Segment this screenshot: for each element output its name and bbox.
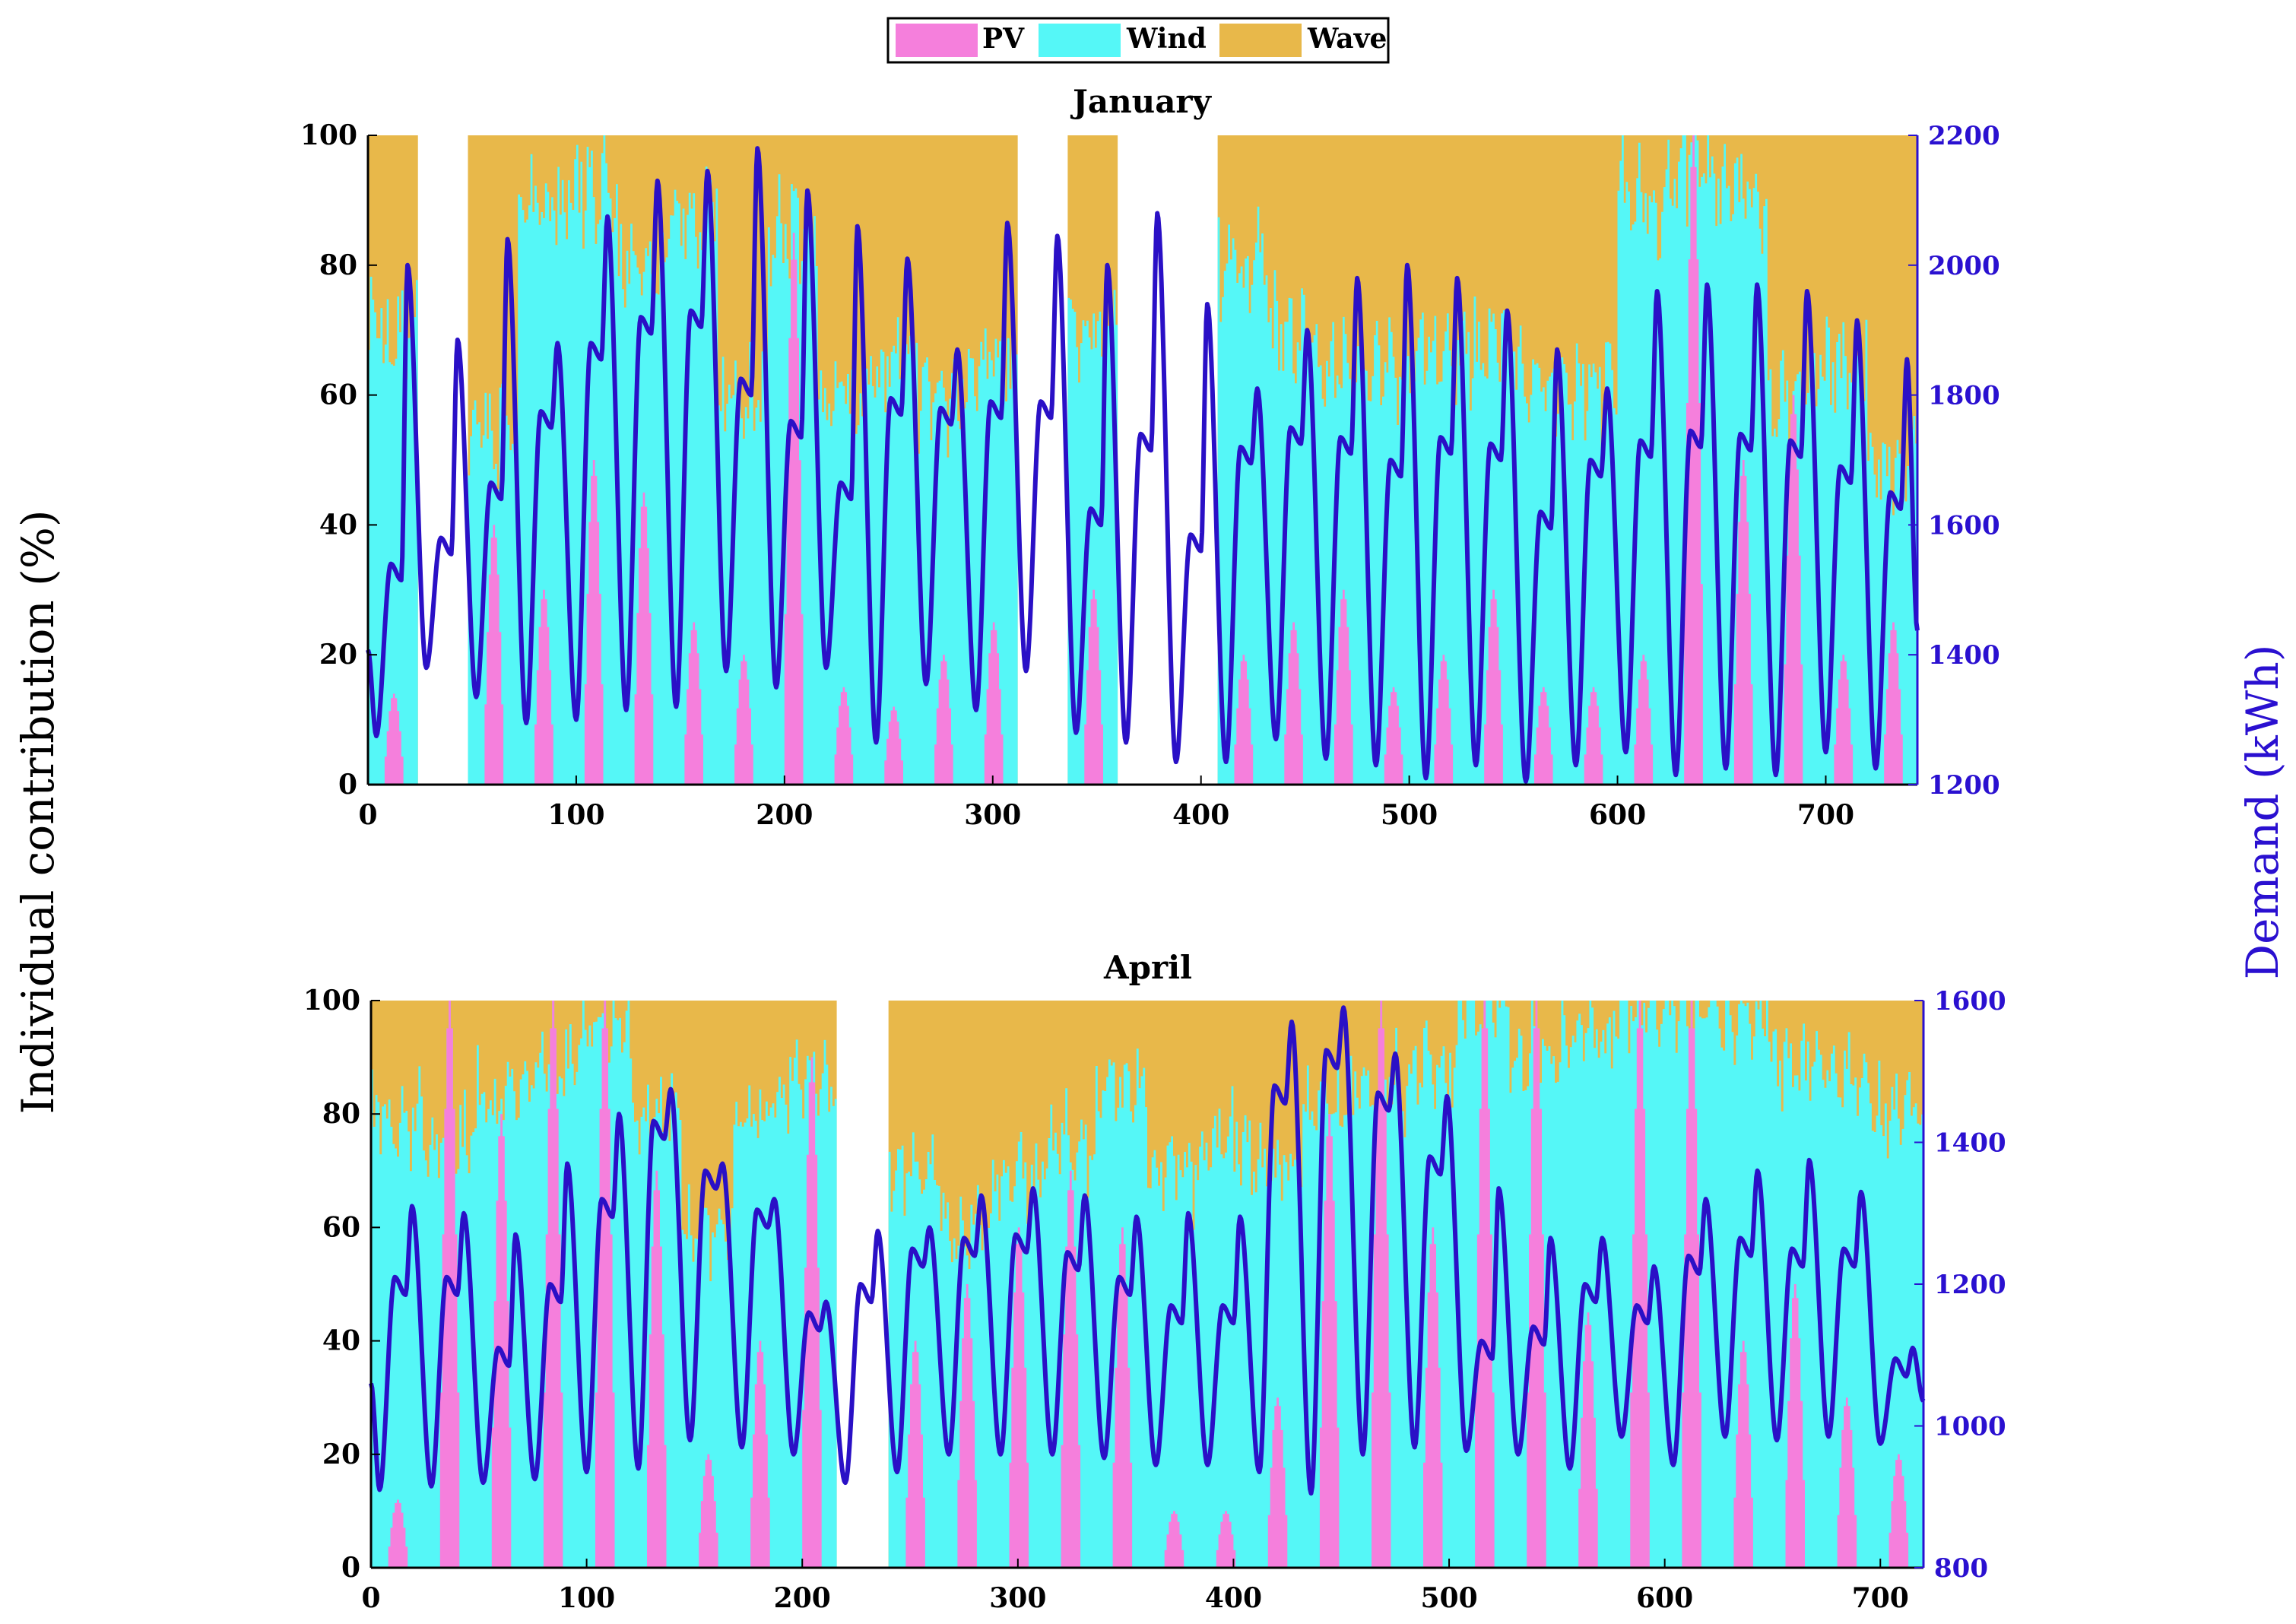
x-tick-label: 200 [774,1582,831,1614]
y2-tick-label: 1600 [1934,986,2006,1017]
area-pv-segment [1217,135,1917,785]
x-tick-label: 700 [1852,1582,1909,1614]
y-tick-label: 40 [319,509,357,541]
right-axis-label: Demand (kWh) [2237,645,2288,980]
x-tick-label: 100 [558,1582,615,1614]
legend-label-pv: PV [982,23,1025,55]
x-tick-label: 300 [989,1582,1046,1614]
x-tick-label: 0 [361,1582,380,1614]
y2-tick-label: 1400 [1934,1128,2006,1159]
legend-label-wave: Wave [1307,23,1387,55]
y-tick-label: 40 [322,1325,360,1357]
y2-tick-label: 1000 [1934,1412,2006,1442]
y-tick-label: 80 [322,1098,360,1130]
legend: PV Wind Wave [886,17,1390,64]
area-pv-segment [468,233,1018,785]
legend-swatch-wind [1039,24,1121,57]
y-tick-label: 0 [341,1552,360,1584]
y2-tick-label: 2200 [1928,121,2000,151]
x-tick-label: 400 [1172,799,1229,831]
legend-label-wind: Wind [1126,23,1207,55]
y2-tick-label: 1600 [1928,510,2000,541]
panel-april: April 0 100 200 300 400 500 600 700 0 20 40 60 80 100… [303,949,2006,1614]
y-tick-label: 100 [300,119,357,151]
y2-tick-label: 1200 [1928,770,2000,801]
y-tick-label: 60 [322,1211,360,1243]
y-tick-label: 80 [319,249,357,281]
x-tick-label: 400 [1205,1582,1262,1614]
y-tick-label: 100 [303,985,360,1017]
demand-line [369,1005,1926,1496]
y2-tick-label: 1400 [1928,640,2000,671]
y2-tick-label: 1200 [1934,1270,2006,1300]
y-tick-label: 20 [322,1438,360,1470]
panel-title-april: April [1103,949,1192,986]
panel-title-january: January [1070,83,1213,120]
y2-tick-label: 2000 [1928,251,2000,281]
area-pv-segment [368,693,418,785]
panel-january: January 0 100 200 300 400 500 600 700 0 20 40 60 80 1… [300,83,2000,831]
x-tick-label: 700 [1797,799,1854,831]
legend-swatch-pv [896,24,978,57]
legend-swatch-wave [1219,24,1302,57]
x-tick-label: 200 [756,799,813,831]
y-tick-label: 0 [338,769,357,801]
y-tick-label: 60 [319,379,357,411]
area-pv-segment [371,1001,837,1568]
y2-tick-label: 800 [1934,1553,1988,1584]
demand-line [366,146,1920,784]
x-tick-label: 600 [1589,799,1646,831]
x-tick-label: 500 [1420,1582,1477,1614]
x-tick-label: 300 [964,799,1021,831]
x-tick-label: 0 [358,799,377,831]
area-pv-segment [1067,589,1118,785]
left-axis-label: Individual contribution (%) [12,509,64,1114]
x-tick-label: 500 [1381,799,1438,831]
x-tick-label: 600 [1636,1582,1693,1614]
y-tick-label: 20 [319,639,357,671]
y2-tick-label: 1800 [1928,381,2000,411]
x-tick-label: 100 [547,799,604,831]
